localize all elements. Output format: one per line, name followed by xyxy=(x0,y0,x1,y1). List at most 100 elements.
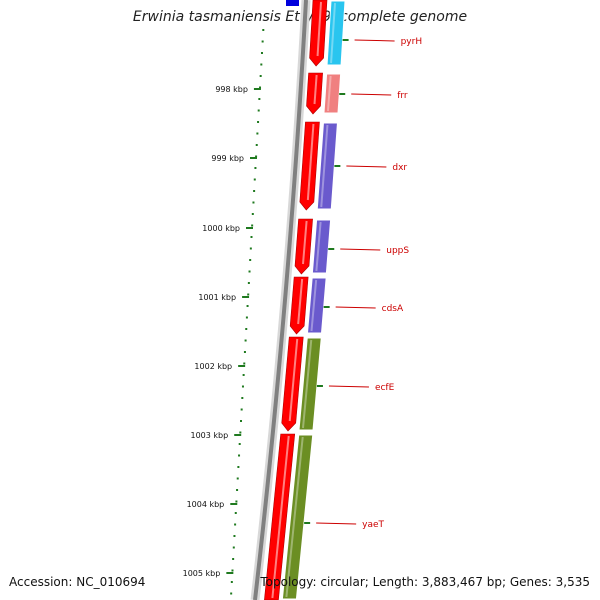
genome-summary: Topology: circular; Length: 3,883,467 bp… xyxy=(260,575,590,589)
ruler-dot xyxy=(234,512,237,514)
gene-feature xyxy=(326,0,346,66)
ruler-dot xyxy=(257,109,260,112)
gene-label: pyrH xyxy=(401,37,423,47)
gene-feature xyxy=(306,277,327,334)
ruler-dot xyxy=(253,178,256,181)
cds-highlight xyxy=(302,220,308,265)
tick-label: 1000 kbp xyxy=(202,224,240,233)
ruler-dot xyxy=(245,328,248,330)
tick-label: 999 kbp xyxy=(211,154,244,163)
gene-layer xyxy=(281,0,346,600)
ruler-dot xyxy=(248,270,251,273)
tick-dot-ruler xyxy=(230,29,265,595)
gene-highlight xyxy=(310,279,318,332)
ruler-dot xyxy=(251,213,254,215)
cds-layer xyxy=(264,0,328,600)
ruler-dot xyxy=(239,431,242,434)
map-title: Erwinia tasmaniensis Et1/99, complete ge… xyxy=(132,9,468,25)
ruler-dot xyxy=(259,86,262,89)
gene-leader-line xyxy=(354,39,395,42)
gene-feature xyxy=(298,337,322,431)
ruler-dot xyxy=(235,500,238,503)
gene-label: yaeT xyxy=(362,520,384,530)
ruler-dot xyxy=(255,144,258,146)
ruler-dot xyxy=(249,259,252,261)
ruler-dot xyxy=(233,535,236,537)
tick-label: 1001 kbp xyxy=(198,293,236,302)
cds-highlight xyxy=(306,123,315,201)
gene-highlight xyxy=(330,2,336,64)
gene-leader-line xyxy=(346,165,387,168)
ruler-dot xyxy=(237,466,240,468)
ruler-dot xyxy=(245,316,248,319)
gene-label-layer: pyrH frr dxr uppS cdsA ecfE yaeT xyxy=(304,37,422,530)
cds-highlight xyxy=(313,74,318,105)
gene-label: uppS xyxy=(386,246,409,256)
ruler-dot xyxy=(260,52,263,54)
ruler-dot xyxy=(232,558,235,560)
ruler-dot xyxy=(255,155,258,158)
ruler-dot xyxy=(241,385,244,388)
gene-label: dxr xyxy=(392,163,407,173)
ruler-dot xyxy=(236,477,239,480)
gene-highlight xyxy=(326,75,332,112)
tick-label: 1005 kbp xyxy=(183,569,221,578)
ruler-dot xyxy=(232,546,235,549)
gene-leader-line xyxy=(316,522,357,525)
gene-feature xyxy=(311,219,332,274)
ruler-dot xyxy=(252,201,255,204)
ruler-dot xyxy=(258,98,261,100)
ruler-dot xyxy=(240,408,243,411)
tick-label: 998 kbp xyxy=(215,85,248,94)
ruler-dot xyxy=(240,420,243,422)
ruler-dot xyxy=(246,305,249,307)
ruler-dot xyxy=(250,236,253,238)
ruler-dot xyxy=(231,569,234,572)
ruler-dot xyxy=(238,454,241,457)
ruler-dot xyxy=(256,132,259,135)
ruler-dot xyxy=(234,523,237,526)
ruler-dot xyxy=(262,29,265,31)
gene-label: ecfE xyxy=(375,383,395,393)
gene-highlight xyxy=(302,339,313,429)
gene-fragment xyxy=(286,0,299,6)
backbone-layer xyxy=(250,0,311,600)
ruler-dot xyxy=(257,121,260,123)
gene-leader-line xyxy=(351,93,392,96)
ruler-dot xyxy=(253,190,256,192)
ruler-dot xyxy=(247,293,250,296)
ruler-dot xyxy=(238,443,241,445)
cds-highlight xyxy=(316,1,322,57)
gene-label: frr xyxy=(397,91,408,101)
ruler-dot xyxy=(260,63,263,66)
ruler-dot xyxy=(242,374,245,376)
gene-highlight xyxy=(315,221,322,272)
ruler-dot xyxy=(249,247,252,250)
ruler-dot xyxy=(243,362,246,365)
tick-label: 1003 kbp xyxy=(191,431,229,440)
ruler-dot xyxy=(247,282,250,284)
gene-highlight xyxy=(285,436,304,598)
gene-feature xyxy=(316,122,338,210)
gene-leader-line xyxy=(335,306,376,309)
gene-label: cdsA xyxy=(382,304,404,314)
cds-highlight xyxy=(288,338,299,422)
tick-label: 1004 kbp xyxy=(187,500,225,509)
ruler-dot xyxy=(244,339,247,342)
gene-leader-line xyxy=(328,385,369,388)
ruler-dot xyxy=(251,224,254,227)
gene-highlight xyxy=(320,124,329,208)
backbone-line xyxy=(253,0,308,600)
ruler-dot xyxy=(241,397,244,399)
ruler-dot xyxy=(236,489,239,491)
cds-highlight xyxy=(297,278,304,325)
ruler-dot xyxy=(230,581,233,583)
tick-ruler: 998 kbp 999 kbp 1000 kbp 1001 kbp 1002 kbp 10… xyxy=(183,85,261,578)
accession-label: Accession: NC_010694 xyxy=(9,575,146,589)
ruler-dot xyxy=(243,351,246,353)
ruler-dot xyxy=(259,75,262,77)
ruler-dot xyxy=(230,592,233,595)
cds-highlight xyxy=(271,435,290,599)
